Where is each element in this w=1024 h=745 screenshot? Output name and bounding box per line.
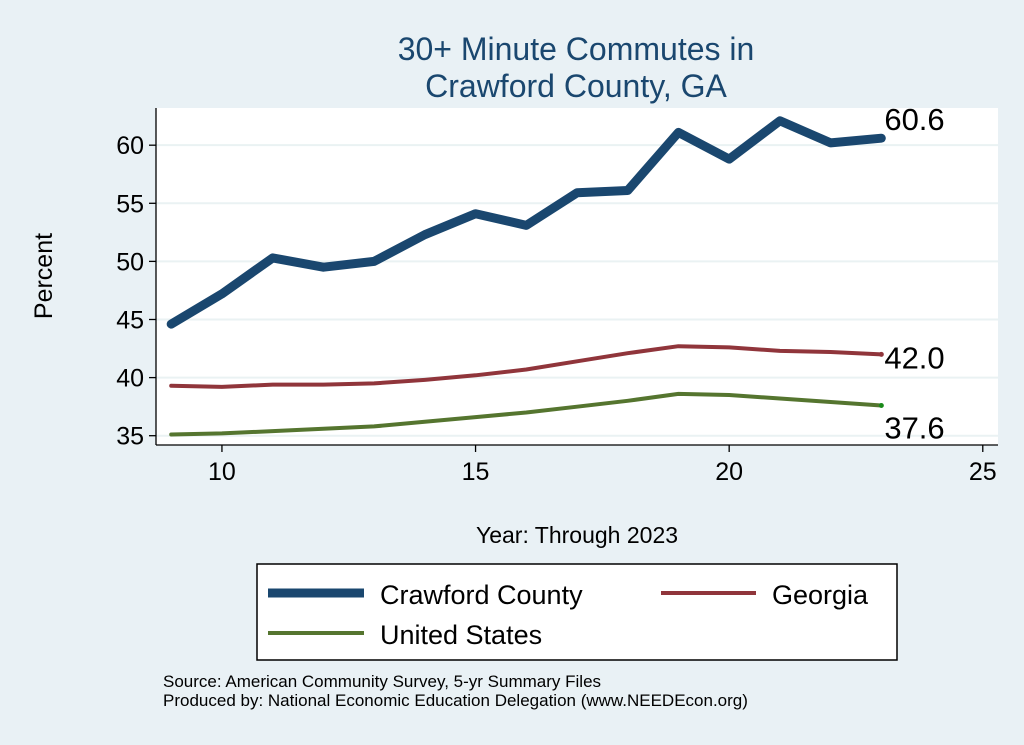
end-marker-crawford-county xyxy=(877,134,886,143)
y-tick-label-45: 45 xyxy=(116,306,144,334)
footer-notes: Source: American Community Survey, 5-yr … xyxy=(163,672,748,710)
x-axis-label: Year: Through 2023 xyxy=(476,522,678,548)
y-tick-label-55: 55 xyxy=(116,190,144,218)
end-label-georgia: 42.0 xyxy=(884,340,944,375)
legend: Crawford County Georgia United States xyxy=(256,563,898,661)
end-labels: 60.6 42.0 37.6 xyxy=(884,102,944,445)
legend-label-crawford-county: Crawford County xyxy=(380,580,583,610)
legend-box xyxy=(256,563,898,661)
x-tick-label-20: 20 xyxy=(715,458,743,486)
chart-title-line-1: 30+ Minute Commutes in xyxy=(398,31,755,67)
chart-title-line-2: Crawford County, GA xyxy=(425,68,727,104)
end-label-united-states: 37.6 xyxy=(884,410,944,445)
source-note: Source: American Community Survey, 5-yr … xyxy=(163,672,602,691)
y-axis-label: Percent xyxy=(30,233,58,319)
axes: 35 40 45 50 55 60 10 15 20 25 xyxy=(116,108,998,486)
end-label-crawford-county: 60.6 xyxy=(884,102,944,137)
legend-label-georgia: Georgia xyxy=(772,580,869,610)
plot-area xyxy=(156,108,998,445)
series-line-crawford-county xyxy=(166,116,886,329)
x-tick-label-15: 15 xyxy=(462,458,490,486)
y-tick-label-50: 50 xyxy=(116,248,144,276)
y-tick-label-35: 35 xyxy=(116,423,144,451)
series-lines xyxy=(166,116,886,437)
y-tick-label-60: 60 xyxy=(116,132,144,160)
end-marker-georgia xyxy=(878,351,884,357)
x-tick-label-25: 25 xyxy=(969,458,997,486)
produced-by-note: Produced by: National Economic Education… xyxy=(163,691,748,710)
series-line-georgia xyxy=(169,344,884,389)
end-marker-united-states xyxy=(878,402,884,408)
series-line-united-states xyxy=(169,391,884,437)
x-tick-label-10: 10 xyxy=(208,458,236,486)
y-tick-label-40: 40 xyxy=(116,365,144,393)
legend-label-united-states: United States xyxy=(380,620,542,650)
